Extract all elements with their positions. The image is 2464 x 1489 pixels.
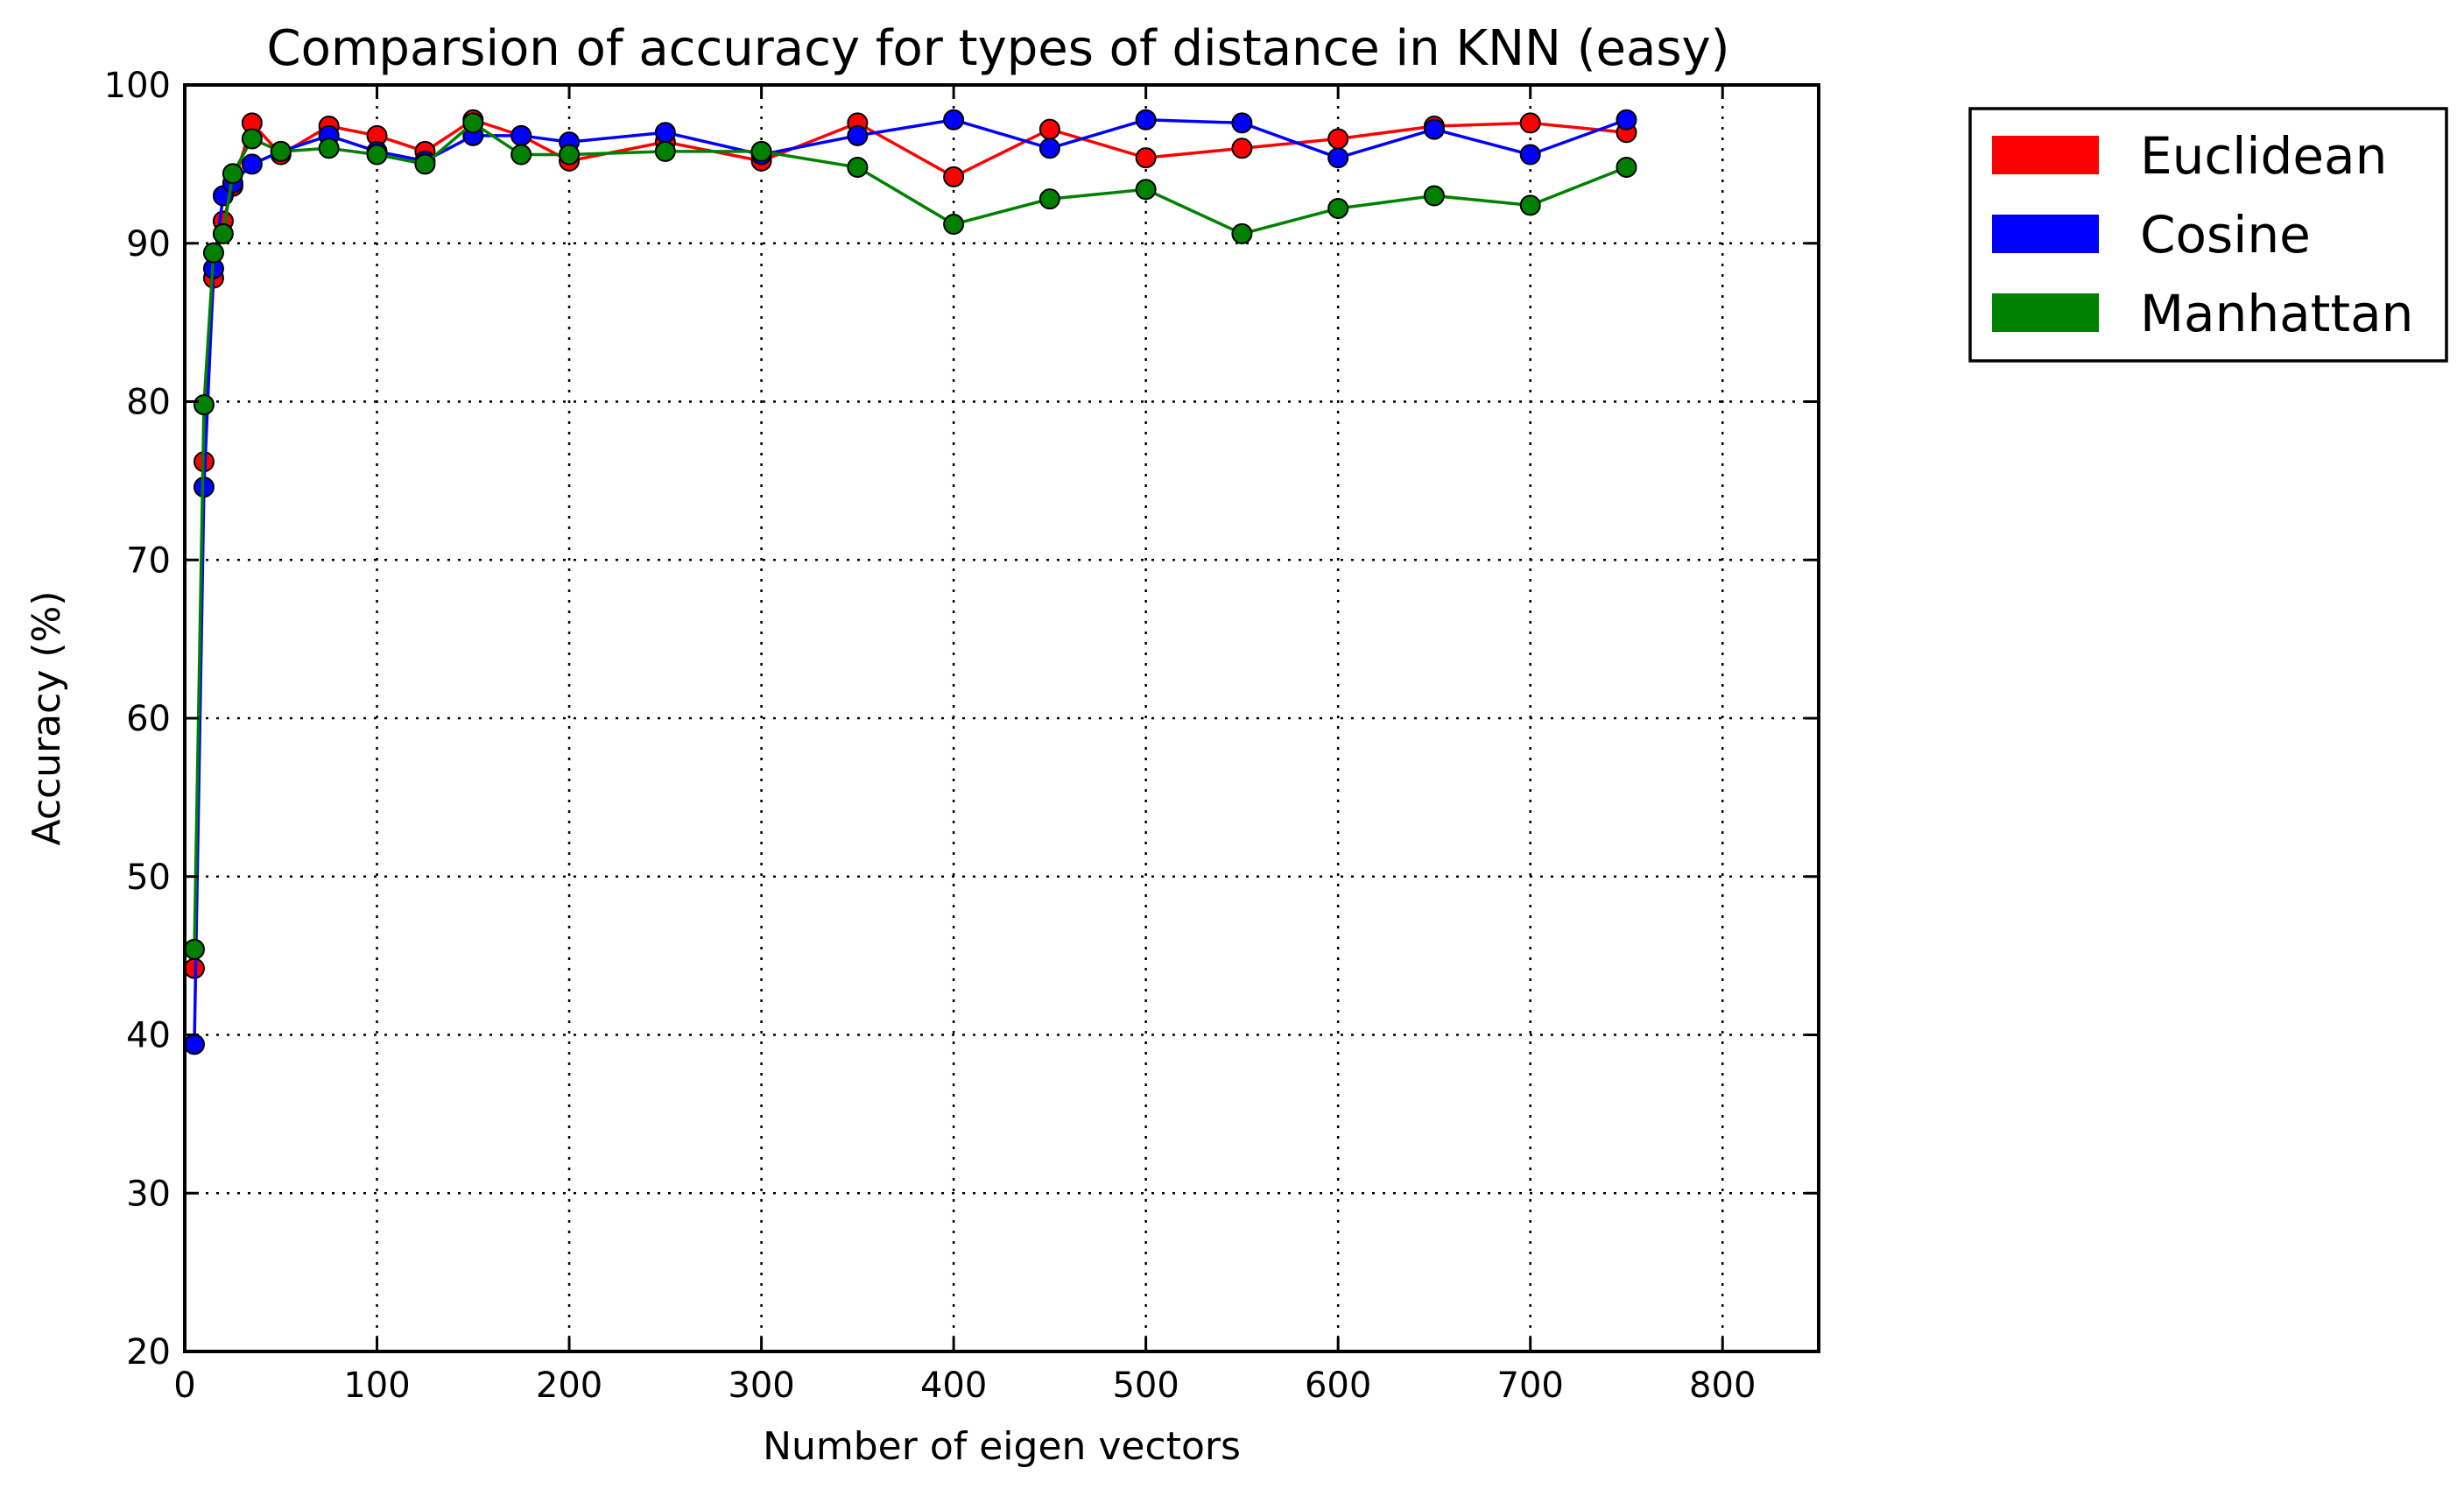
y-tick-label: 30 xyxy=(126,1174,171,1214)
euclidean-point xyxy=(1231,138,1253,159)
manhattan-point xyxy=(559,144,581,166)
euclidean-point xyxy=(1519,112,1541,134)
euclidean-legend-label: Euclidean xyxy=(2140,126,2387,186)
y-axis-label: Accuracy (%) xyxy=(25,590,69,845)
y-tick-label: 50 xyxy=(126,857,171,898)
manhattan-point xyxy=(270,140,292,162)
manhattan-point xyxy=(318,138,340,159)
legend: Euclidean Cosine Manhattan xyxy=(1968,107,2448,363)
manhattan-series xyxy=(183,112,1637,960)
euclidean-point xyxy=(943,166,965,187)
manhattan-point xyxy=(1423,185,1445,207)
manhattan-point xyxy=(1231,222,1253,244)
plot-series xyxy=(183,109,1637,1055)
x-tick-label: 0 xyxy=(173,1366,195,1406)
y-tick-label: 90 xyxy=(126,224,171,265)
y-tick-label: 20 xyxy=(126,1332,171,1373)
x-axis-label: Number of eigen vectors xyxy=(763,1424,1241,1469)
y-tick-label: 60 xyxy=(126,699,171,739)
cosine-point xyxy=(943,109,965,131)
cosine-point xyxy=(1519,144,1541,166)
manhattan-point xyxy=(193,394,215,416)
manhattan-line xyxy=(193,121,1628,949)
x-tick-label: 400 xyxy=(920,1366,987,1406)
x-tick-label: 500 xyxy=(1112,1366,1179,1406)
manhattan-point xyxy=(366,144,388,166)
axis-ticks: 0 100 200 300 400 500 600 700 800 20 30 40 50 60 70 80 9… xyxy=(104,66,1819,1406)
cosine-point xyxy=(183,1034,205,1055)
cosine-point xyxy=(1231,112,1253,134)
manhattan-point xyxy=(1327,197,1349,219)
cosine-series xyxy=(183,109,1637,1055)
manhattan-point xyxy=(1519,194,1541,216)
x-tick-label: 200 xyxy=(536,1366,602,1406)
cosine-point xyxy=(1038,138,1060,159)
cosine-point xyxy=(654,122,676,144)
cosine-line xyxy=(193,117,1628,1045)
x-tick-label: 100 xyxy=(343,1366,410,1406)
manhattan-point xyxy=(212,222,234,244)
euclidean-point xyxy=(1135,147,1157,169)
grid-lines xyxy=(185,85,1819,1351)
cosine-point xyxy=(1423,118,1445,140)
manhattan-point xyxy=(462,112,484,134)
manhattan-point xyxy=(750,140,772,162)
manhattan-point xyxy=(222,163,243,185)
manhattan-legend-swatch xyxy=(1992,293,2099,332)
manhattan-point xyxy=(1616,156,1637,178)
cosine-point xyxy=(1327,147,1349,169)
euclidean-line xyxy=(193,117,1627,969)
cosine-point xyxy=(510,124,532,146)
y-tick-label: 40 xyxy=(126,1016,171,1056)
cosine-legend-label: Cosine xyxy=(2140,205,2311,265)
chart-title: Comparsion of accuracy for types of dist… xyxy=(266,20,1729,77)
cosine-point xyxy=(1616,109,1637,131)
y-tick-label: 80 xyxy=(126,383,171,423)
cosine-point xyxy=(847,124,869,146)
cosine-point xyxy=(241,153,263,175)
y-tick-label: 70 xyxy=(126,540,171,581)
manhattan-point xyxy=(1135,179,1157,201)
euclidean-series xyxy=(183,109,1637,979)
manhattan-legend-label: Manhattan xyxy=(2140,284,2413,343)
x-tick-label: 800 xyxy=(1689,1366,1756,1406)
cosine-legend-swatch xyxy=(1992,215,2099,253)
manhattan-point xyxy=(847,156,869,178)
manhattan-point xyxy=(414,153,436,175)
euclidean-legend-swatch xyxy=(1992,136,2099,174)
manhattan-point xyxy=(1038,188,1060,210)
manhattan-point xyxy=(510,144,532,166)
manhattan-point xyxy=(202,242,224,264)
manhattan-point xyxy=(183,938,205,960)
x-tick-label: 300 xyxy=(728,1366,794,1406)
euclidean-point xyxy=(1327,128,1349,150)
manhattan-point xyxy=(943,214,965,236)
x-tick-label: 600 xyxy=(1305,1366,1371,1406)
manhattan-point xyxy=(241,128,263,150)
euclidean-point xyxy=(1038,118,1060,140)
x-tick-label: 700 xyxy=(1497,1366,1564,1406)
cosine-point xyxy=(1135,109,1157,131)
y-tick-label: 100 xyxy=(104,66,171,106)
manhattan-point xyxy=(654,140,676,162)
